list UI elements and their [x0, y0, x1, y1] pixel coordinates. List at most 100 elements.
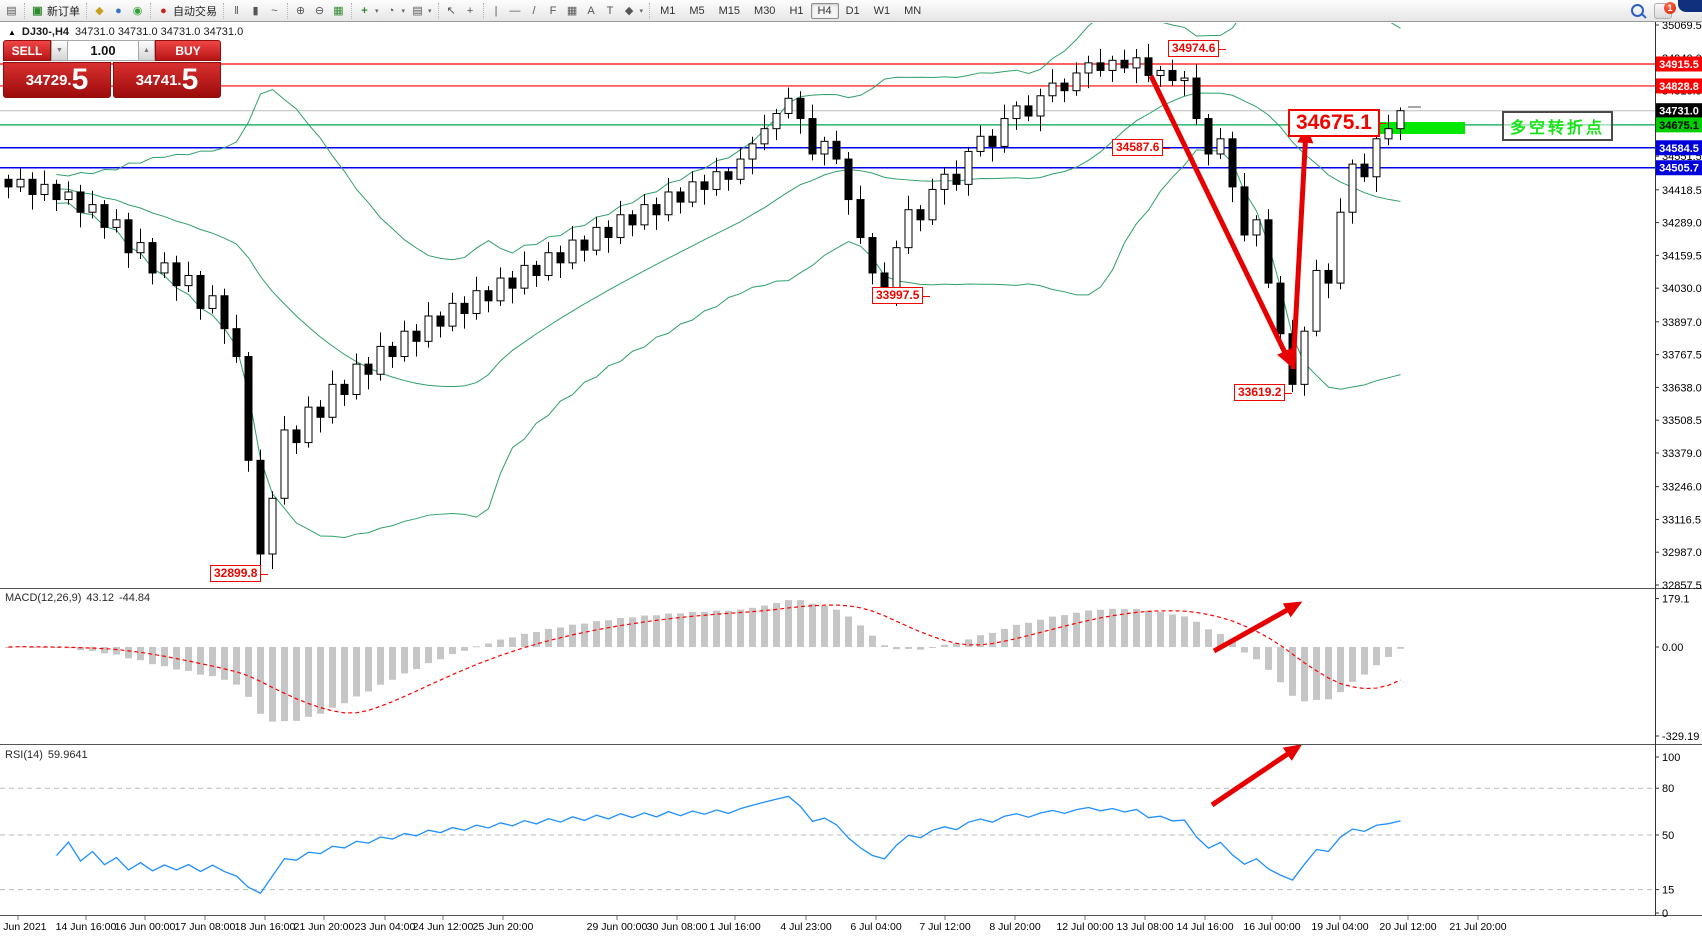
macd-histogram-bar	[893, 647, 900, 650]
candlestick-chart-icon[interactable]: ▮	[246, 3, 265, 19]
bar-chart-icon[interactable]: ‖	[227, 3, 246, 19]
chevron-down-icon[interactable]: ▾	[401, 7, 406, 15]
macd-axis-label: 179.1	[1662, 594, 1690, 606]
chart-header: ▲ DJ30-,H4 34731.0 34731.0 34731.0 34731…	[8, 26, 243, 38]
price-callout[interactable]: 32899.8	[210, 565, 269, 582]
trendline-icon[interactable]: /	[525, 3, 544, 19]
tile-windows-icon: ▦	[333, 4, 344, 17]
text-icon[interactable]: A	[582, 3, 601, 19]
channel-icon[interactable]: ▦	[563, 3, 582, 19]
bull-candle-body	[772, 112, 781, 130]
price-callout[interactable]: 33619.2	[1234, 384, 1293, 401]
zoom-in-icon[interactable]: ⊕	[291, 3, 310, 19]
x-axis-date-label: 29 Jun 00:00	[587, 921, 648, 933]
auto-trading-button[interactable]: ● 自动交易	[154, 2, 220, 20]
y-axis-tick-label: 33379.0	[1662, 448, 1702, 460]
search-icon[interactable]	[1631, 4, 1644, 17]
vertical-line-icon[interactable]: |	[487, 3, 506, 19]
bb-lower-band[interactable]	[56, 149, 1401, 539]
trend-arrow[interactable]	[1212, 601, 1303, 654]
sell-price[interactable]: 34729. 5	[3, 62, 111, 98]
timeframe-m5[interactable]: M5	[689, 4, 705, 17]
macd-histogram-bar	[953, 643, 960, 647]
turning-point-highlight[interactable]	[1373, 122, 1465, 134]
chevron-down-icon[interactable]: ▾	[639, 7, 644, 15]
volume-input[interactable]: 1.00	[68, 40, 138, 61]
cursor-icon[interactable]: ↖	[442, 3, 461, 19]
timeframe-mn[interactable]: MN	[904, 4, 922, 17]
macd-histogram-bar	[1001, 628, 1008, 647]
bull-candle-body	[928, 188, 937, 221]
price-callout[interactable]: 34587.6	[1112, 139, 1171, 156]
indicator-list-icon[interactable]: ▤ ▾	[408, 3, 435, 19]
chevron-down-icon[interactable]: ▾	[375, 7, 379, 15]
trend-arrow[interactable]	[1210, 744, 1303, 808]
bear-candle-body	[1204, 118, 1213, 155]
bb-middle-band[interactable]	[56, 92, 1401, 388]
timeframe-d1[interactable]: D1	[845, 4, 860, 17]
volume-decrease-button[interactable]: ▼	[51, 40, 68, 61]
price-badge[interactable]	[1656, 78, 1702, 94]
price-callout[interactable]: 34974.6	[1168, 40, 1227, 57]
bull-bear-turning-point-label[interactable]: 多空转折点	[1502, 111, 1614, 141]
timeframe-m1[interactable]: M1	[660, 4, 676, 17]
macd-histogram-bar	[1313, 647, 1320, 700]
notifications-icon[interactable]: 1	[1654, 1, 1676, 19]
timeframe-h4[interactable]: H4	[810, 2, 839, 19]
profile-icon[interactable]: ●	[109, 3, 128, 19]
macd-histogram-bar	[653, 615, 660, 647]
price-badge[interactable]	[1656, 56, 1702, 72]
candle	[1108, 55, 1117, 82]
chart-window-icon[interactable]: ▤	[2, 3, 21, 19]
bear-candle-body	[388, 345, 397, 358]
buy-button[interactable]: BUY	[155, 40, 221, 61]
horizontal-line-icon[interactable]: —	[506, 3, 525, 19]
price-badge[interactable]	[1656, 103, 1702, 119]
macd-histogram-bar	[1397, 647, 1404, 649]
macd-main-value: 43.12	[86, 592, 114, 604]
bull-candle-body	[1312, 269, 1321, 332]
volume-increase-button[interactable]: ▲	[138, 40, 155, 61]
buy-price[interactable]: 34741. 5	[113, 62, 221, 98]
sell-button[interactable]: SELL	[3, 40, 51, 61]
macd-signal-line[interactable]	[8, 604, 1401, 714]
bear-candle-body	[292, 429, 301, 444]
profiles-clock-icon[interactable]: ◔ ▾	[382, 3, 409, 19]
zoom-out-icon[interactable]: ⊖	[310, 3, 329, 19]
new-order-button[interactable]: ▣ 新订单	[28, 2, 83, 20]
trend-arrow[interactable]	[1148, 74, 1293, 368]
symbol-collapse-icon[interactable]: ▲	[8, 27, 16, 37]
timeframe-m30[interactable]: M30	[754, 4, 776, 17]
timeframe-m15[interactable]: M15	[718, 4, 741, 17]
chevron-down-icon[interactable]: ▾	[428, 7, 432, 15]
arrows-icon[interactable]: ◆ ▾	[620, 3, 647, 19]
crosshair-icon[interactable]: +	[461, 3, 480, 19]
price-badge[interactable]	[1656, 117, 1702, 133]
bear-candle-body	[1228, 138, 1237, 188]
new-chart-icon[interactable]: + ▾	[355, 3, 382, 19]
macd-histogram-bar	[125, 647, 132, 659]
signal-icon[interactable]: ◉	[128, 3, 147, 19]
candle	[1324, 263, 1333, 299]
trend-arrow[interactable]	[1290, 125, 1314, 370]
bb-upper-band[interactable]	[56, 0, 1401, 261]
price-callout[interactable]: 33997.5	[872, 287, 931, 304]
price-callout[interactable]: 34675.1	[1288, 109, 1386, 137]
timeframe-w1[interactable]: W1	[873, 4, 891, 17]
fibonacci-icon[interactable]: F	[544, 3, 563, 19]
price-badge-label: 34828.8	[1659, 81, 1699, 93]
candle	[1132, 49, 1141, 84]
candle	[604, 220, 613, 253]
price-badge[interactable]	[1656, 140, 1702, 156]
tile-windows-icon[interactable]: ▦	[329, 3, 348, 19]
styles-bucket-icon[interactable]: ◆	[90, 3, 109, 19]
x-axis-date-label: 14 Jul 16:00	[1176, 921, 1233, 933]
price-badge[interactable]	[1656, 160, 1702, 176]
candle	[316, 400, 325, 433]
timeframe-h1[interactable]: H1	[789, 4, 804, 17]
label-icon[interactable]: T	[601, 3, 620, 19]
line-chart-icon[interactable]: ~	[265, 3, 284, 19]
rsi-line[interactable]	[56, 795, 1401, 895]
bull-candle-body	[304, 406, 313, 444]
